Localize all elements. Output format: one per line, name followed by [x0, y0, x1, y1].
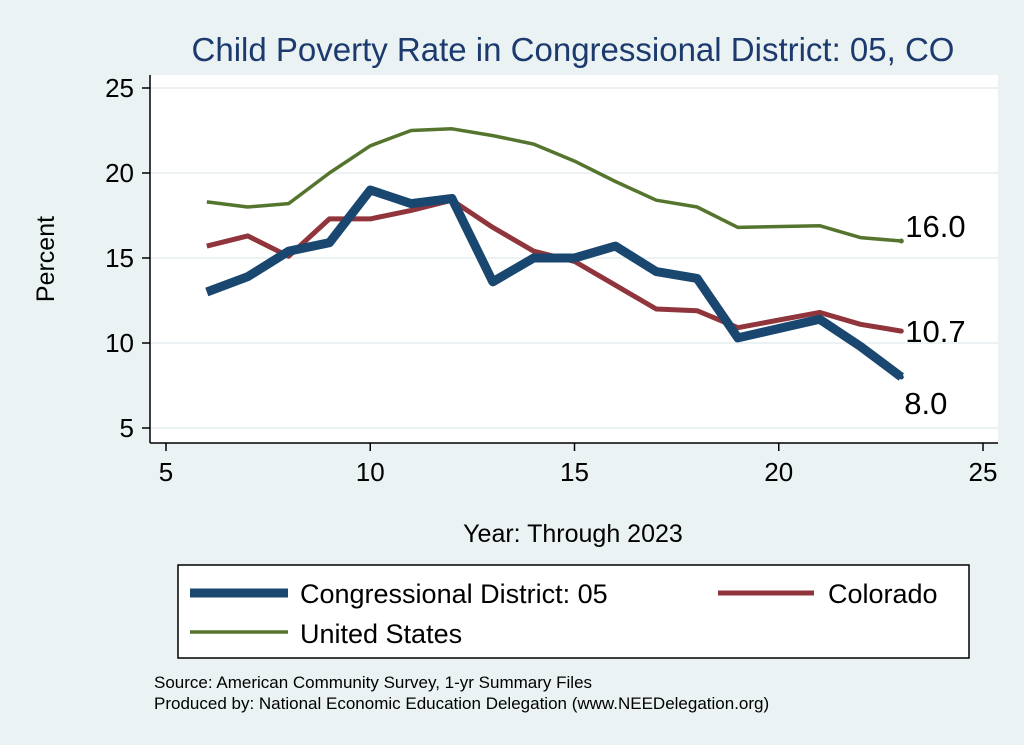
legend-label-colorado: Colorado [828, 579, 938, 609]
legend-label-united-states: United States [300, 619, 462, 649]
x-tick-label: 15 [560, 457, 589, 487]
legend-label-district: Congressional District: 05 [300, 579, 608, 609]
legend-item-colorado: Colorado [718, 579, 938, 609]
produced-by-note: Produced by: National Economic Education… [154, 694, 769, 713]
legend-item-united-states: United States [190, 619, 462, 649]
series-line-united-states [206, 127, 902, 243]
series-group [205, 127, 904, 381]
y-tick-label: 25 [105, 73, 134, 103]
legend-box [177, 564, 970, 659]
end-label-colorado: 10.7 [905, 314, 965, 349]
axes: 5 10 15 20 25 5 10 15 20 25 [105, 73, 998, 487]
x-axis-title: Year: Through 2023 [463, 520, 683, 548]
legend-item-district: Congressional District: 05 [190, 579, 608, 609]
y-tick-label: 15 [105, 243, 134, 273]
series-line-district [205, 185, 904, 381]
end-label-district: 8.0 [904, 386, 947, 421]
series-end-point [898, 374, 904, 380]
x-tick-label: 10 [356, 457, 385, 487]
x-tick-label: 5 [159, 457, 173, 487]
chart-title: Child Poverty Rate in Congressional Dist… [192, 31, 955, 68]
series-end-point [898, 328, 904, 334]
y-tick-label: 20 [105, 158, 134, 188]
series-end-point [898, 238, 904, 244]
y-tick-label: 10 [105, 328, 134, 358]
y-axis-title: Percent [32, 216, 60, 302]
series-line-colorado [206, 197, 902, 334]
source-note: Source: American Community Survey, 1-yr … [154, 673, 592, 692]
x-tick-label: 25 [969, 457, 998, 487]
end-label-united-states: 16.0 [905, 209, 965, 244]
x-tick-label: 20 [764, 457, 793, 487]
end-labels: 8.0 10.7 16.0 [904, 209, 965, 421]
y-tick-label: 5 [120, 413, 134, 443]
